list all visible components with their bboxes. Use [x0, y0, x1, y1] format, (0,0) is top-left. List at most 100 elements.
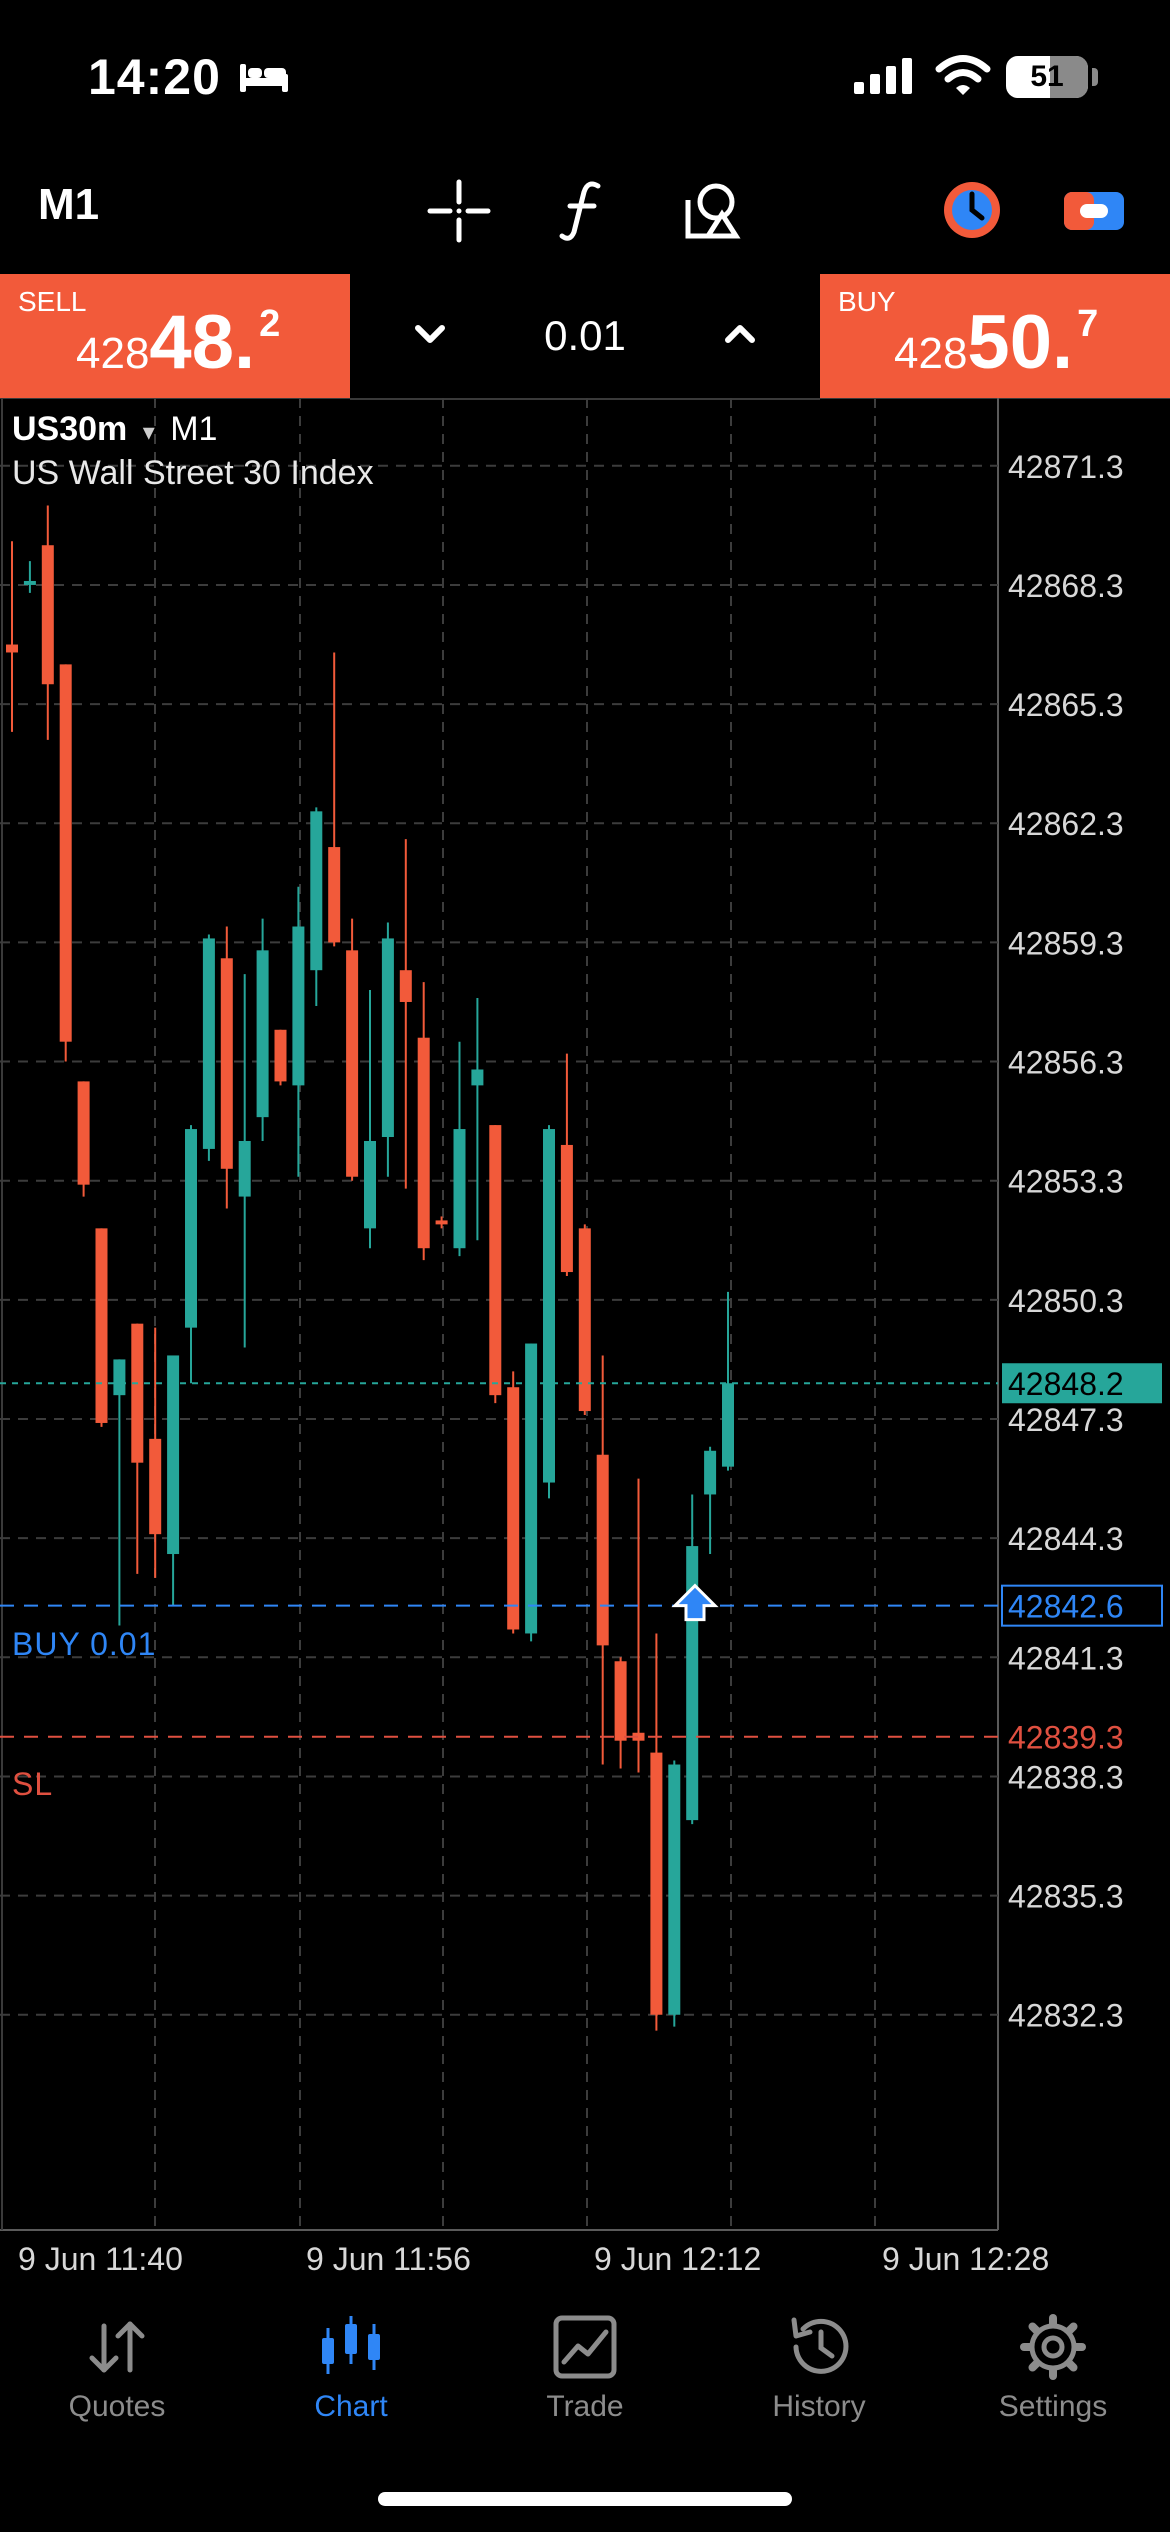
candle-body [77, 1081, 90, 1185]
y-tick-label: 42868.3 [1008, 568, 1124, 604]
tab-settings-label: Settings [998, 2390, 1108, 2423]
bottom-tab-bar: Quotes Chart Trade History [0, 2298, 1170, 2532]
candle-body [310, 811, 323, 971]
volume-selector: 0.01 [350, 274, 820, 400]
candle-body [453, 1129, 466, 1249]
status-bar: 14:20 51 [0, 0, 1170, 150]
trade-mode-toggle-icon[interactable] [1062, 178, 1126, 242]
candle-body [274, 1029, 287, 1082]
gear-icon [1020, 2314, 1086, 2380]
buy-button[interactable]: BUY 42850. 7 [820, 274, 1170, 398]
chart-timeframe: M1 [170, 410, 218, 448]
candlestick-icon [322, 2316, 380, 2374]
y-tick-label: 42850.3 [1008, 1283, 1124, 1319]
sell-label: SELL [18, 286, 87, 317]
candle-body [364, 1140, 376, 1229]
y-tick-label: 42853.3 [1008, 1164, 1124, 1200]
x-tick-label: 9 Jun 11:40 [18, 2241, 183, 2277]
candle-body [489, 1125, 502, 1396]
y-tick-label: 42835.3 [1008, 1879, 1124, 1915]
candle-body [328, 847, 341, 943]
y-tick-label: 42841.3 [1008, 1640, 1124, 1676]
volume-value[interactable]: 0.01 [544, 312, 626, 359]
candle-body [6, 644, 18, 653]
symbol-description: US Wall Street 30 Index [12, 454, 374, 492]
buy-entry-tag [1001, 1584, 1163, 1627]
candle-body [668, 1764, 681, 2015]
volume-increase-icon[interactable] [720, 314, 760, 354]
one-click-trade-panel: SELL 42848. 2 0.01 BUY 42850. 7 [0, 274, 1170, 400]
candle-body [596, 1454, 609, 1646]
indicators-icon[interactable] [558, 178, 608, 244]
tab-quotes[interactable]: Quotes [0, 2298, 234, 2458]
sell-price: 42848. 2 [76, 300, 281, 385]
battery-level: 51 [1030, 60, 1064, 93]
objects-icon[interactable] [678, 178, 744, 244]
buy-position-label[interactable]: BUY 0.01 [12, 1626, 157, 1662]
candle-body [292, 926, 305, 1086]
candle-body [507, 1387, 520, 1630]
crosshair-icon[interactable] [426, 178, 492, 244]
y-tick-label: 42871.3 [1008, 449, 1124, 485]
quotes-arrows-icon [89, 2321, 145, 2373]
tab-history[interactable]: History [702, 2298, 936, 2458]
volume-decrease-icon[interactable] [410, 314, 450, 354]
chart-symbol: US30m [12, 410, 128, 448]
y-tick-label: 42844.3 [1008, 1521, 1124, 1557]
candle-body [149, 1438, 162, 1535]
one-click-trading-icon[interactable] [940, 178, 1004, 242]
x-tick-label: 9 Jun 12:12 [594, 2241, 761, 2277]
buy-arrow-icon [671, 1583, 719, 1622]
chart-symbol-header[interactable]: US30m ▾ M1 [12, 410, 217, 449]
tab-trade-label: Trade [546, 2390, 624, 2423]
candle-body [471, 1069, 484, 1086]
current-price-value: 42848.2 [1008, 1366, 1124, 1402]
home-indicator [378, 2492, 792, 2506]
price-chart[interactable]: 42871.3 42868.3 42865.3 42862.3 42859.3 42856… [0, 398, 1170, 2298]
candle-body [95, 1228, 108, 1423]
candle-body [650, 1752, 663, 2015]
timeframe-button[interactable]: M1 [38, 180, 100, 229]
tab-trade[interactable]: Trade [468, 2298, 702, 2458]
sell-button[interactable]: SELL 42848. 2 [0, 274, 350, 398]
candle-body [704, 1450, 717, 1495]
chevron-down-icon: ▾ [142, 419, 155, 446]
tab-history-label: History [772, 2390, 866, 2423]
x-tick-label: 9 Jun 11:56 [306, 2241, 471, 2277]
buy-label: BUY [838, 286, 896, 317]
candle-body [238, 1140, 251, 1197]
candle-body [560, 1144, 573, 1273]
stop-loss-label[interactable]: SL [12, 1766, 54, 1802]
wifi-icon [935, 55, 991, 95]
candle-body [578, 1228, 591, 1412]
candle-body [381, 938, 394, 1138]
candle-body [220, 958, 233, 1169]
y-tick-label: 42862.3 [1008, 806, 1124, 842]
current-price-tag [1002, 1363, 1162, 1404]
x-tick-label: 9 Jun 12:28 [882, 2241, 1049, 2277]
tab-chart[interactable]: Chart [234, 2298, 468, 2458]
stop-loss-value: 42839.3 [1008, 1720, 1124, 1756]
y-tick-label: 42859.3 [1008, 925, 1124, 961]
candle-body [435, 1220, 448, 1225]
candle-body [59, 664, 72, 1042]
buy-entry-value: 42842.6 [1008, 1589, 1124, 1625]
candle-body [113, 1359, 126, 1396]
candle-body [202, 938, 215, 1149]
status-time: 14:20 [88, 49, 221, 105]
candlestick-chart[interactable]: 42871.3 42868.3 42865.3 42862.3 42859.3 42856… [0, 398, 1170, 2298]
y-tick-label: 42865.3 [1008, 687, 1124, 723]
tab-settings[interactable]: Settings [936, 2298, 1170, 2458]
tab-quotes-label: Quotes [68, 2390, 166, 2423]
y-tick-label: 42832.3 [1008, 1998, 1124, 2034]
sleep-focus-icon [240, 64, 288, 92]
candle-body [256, 950, 269, 1118]
candle-body [614, 1661, 627, 1741]
candle-body [722, 1383, 734, 1467]
candle-body [131, 1323, 144, 1463]
candle-body [346, 950, 359, 1177]
candle-body [399, 970, 412, 1002]
candle-body [167, 1355, 180, 1555]
candle-body [417, 1037, 430, 1249]
buy-price: 42850. 7 [894, 300, 1099, 385]
